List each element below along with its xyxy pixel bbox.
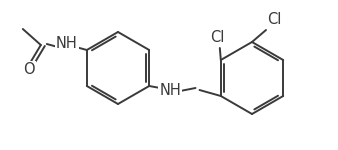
Text: Cl: Cl (267, 12, 281, 27)
Text: NH: NH (56, 36, 78, 51)
Text: O: O (23, 63, 34, 78)
Text: Cl: Cl (210, 30, 224, 45)
Text: NH: NH (159, 82, 181, 98)
